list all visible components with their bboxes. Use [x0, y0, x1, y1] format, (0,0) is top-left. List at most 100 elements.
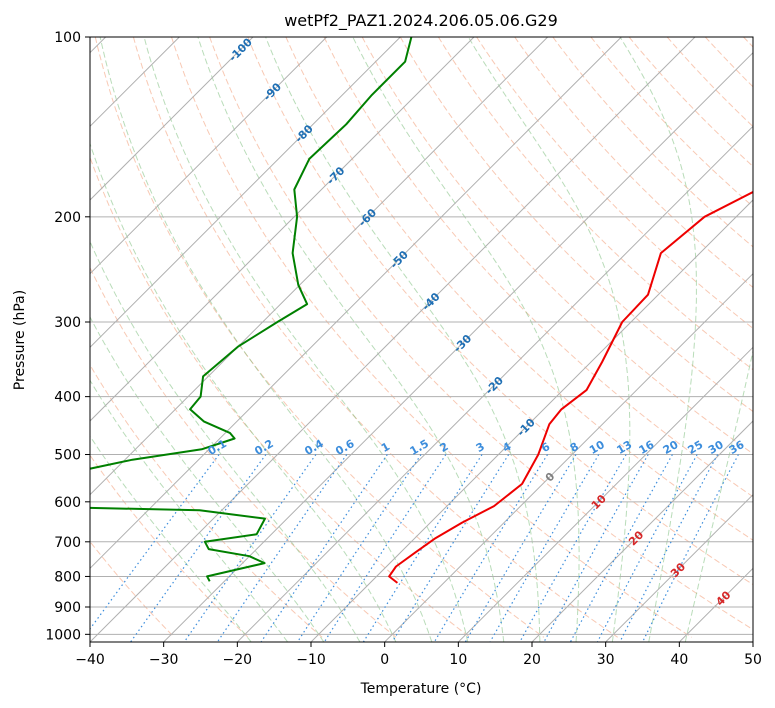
dry-adiabat — [285, 37, 753, 541]
plot-series — [90, 37, 753, 584]
mixing-ratio-line — [596, 454, 698, 642]
isotherm-line — [678, 567, 753, 642]
mixing-ratio-line — [519, 454, 627, 642]
dry-adiabat — [323, 37, 753, 498]
isotherm-line — [90, 37, 401, 349]
dry-adiabat — [247, 37, 753, 586]
isotherm-label: -40 — [419, 290, 442, 313]
moist-adiabat — [90, 435, 252, 642]
moist-adiabat — [352, 37, 580, 642]
dry-adiabat — [171, 37, 692, 638]
isotherm-line — [384, 272, 753, 642]
x-tick-label: 30 — [597, 652, 615, 668]
dry-adiabat — [90, 266, 397, 638]
plot-frame — [89, 36, 754, 643]
moist-adiabat — [684, 348, 753, 642]
isotherm-line — [531, 420, 753, 642]
isotherm-line — [752, 641, 753, 642]
x-tick-label: 50 — [744, 652, 762, 668]
isotherm-label: -90 — [261, 80, 284, 103]
moist-adiabat — [467, 37, 631, 642]
dry-adiabat — [590, 37, 753, 208]
mixing-ratio-line — [569, 454, 673, 642]
y-tick-label: 400 — [54, 390, 81, 406]
isotherm-label: 30 — [668, 560, 688, 580]
mixing-ratio-line — [433, 454, 549, 642]
mixing-ratio-line — [619, 454, 719, 642]
isotherm-line — [90, 37, 696, 642]
y-tick-label: 700 — [54, 535, 81, 551]
mixing-ratio-line — [362, 454, 483, 642]
mixing-ratio-line — [489, 454, 600, 642]
axis-ticks: −40 −30 −20 −10 0 10 20 30 40 50 100 200 300 400 500 60… — [45, 30, 762, 668]
mixing-ratio-line — [296, 454, 422, 642]
mixing-ratio-label: 4 — [500, 440, 513, 455]
x-tick-label: −30 — [149, 652, 179, 668]
dry-adiabat — [90, 155, 471, 638]
dry-adiabat — [209, 37, 753, 631]
dry-adiabat — [552, 37, 753, 248]
mixing-ratio-line — [130, 454, 267, 642]
moist-adiabat — [619, 37, 697, 642]
x-tick-label: −40 — [75, 652, 105, 668]
x-tick-label: 40 — [670, 652, 688, 668]
dry-adiabat — [628, 37, 753, 168]
mixing-ratio-label: 6 — [539, 440, 552, 455]
moist-adiabat — [143, 37, 469, 642]
dry-adiabat — [132, 37, 618, 638]
moist-adiabat — [90, 142, 397, 642]
mixing-ratio-line — [90, 454, 220, 630]
x-tick-label: 0 — [380, 652, 389, 668]
isotherm-line — [605, 493, 753, 642]
x-axis-label: Temperature (°C) — [360, 681, 482, 697]
y-tick-label: 300 — [54, 315, 81, 331]
y-tick-label: 800 — [54, 569, 81, 585]
x-tick-label: −10 — [296, 652, 326, 668]
y-axis-label: Pressure (hPa) — [12, 290, 28, 390]
x-tick-label: 10 — [449, 652, 467, 668]
mixing-ratio-line — [543, 454, 649, 642]
isotherm-line — [163, 51, 753, 642]
moist-adiabat — [90, 379, 289, 642]
temperature-profile-line — [388, 190, 753, 584]
isotherm-line — [90, 37, 549, 496]
mixing-ratio-label: 2 — [438, 440, 451, 455]
y-tick-label: 1000 — [45, 627, 81, 643]
dry-adiabat — [704, 37, 753, 88]
isotherm-line — [457, 346, 753, 642]
mixing-ratio-line — [323, 454, 447, 642]
mixing-ratio-line — [391, 454, 510, 642]
y-tick-label: 100 — [54, 30, 81, 46]
dry-adiabat — [437, 37, 753, 371]
x-tick-label: 20 — [523, 652, 541, 668]
mixing-ratio-line — [216, 454, 348, 642]
chart-title: wetPf2_PAZ1.2024.206.05.06.G29 — [284, 11, 558, 31]
mixing-ratio-line — [464, 454, 577, 642]
isotherm-line — [90, 37, 254, 201]
isotherm-line — [90, 37, 622, 570]
isotherm-label: -30 — [451, 332, 474, 355]
mixing-ratio-line — [642, 454, 739, 642]
mixing-ratio-line — [260, 454, 388, 642]
isotherm-line — [236, 125, 753, 642]
dewpoint-profile-line — [90, 37, 413, 582]
isotherm-line — [90, 37, 475, 422]
dry-adiabat — [361, 37, 753, 455]
dry-adiabat — [666, 37, 753, 128]
mixing-ratio-label: 3 — [474, 440, 487, 455]
y-tick-label: 200 — [54, 210, 81, 226]
y-tick-label: 600 — [54, 495, 81, 511]
moist-adiabat — [99, 37, 433, 642]
x-tick-label: −20 — [223, 652, 253, 668]
dry-adiabat — [399, 37, 753, 413]
dry-adiabat — [90, 363, 323, 638]
dry-adiabat — [90, 454, 249, 638]
isotherm-line — [90, 37, 328, 275]
moist-adiabat — [265, 37, 541, 642]
plot-grid — [90, 37, 753, 642]
dry-adiabat — [476, 37, 753, 329]
y-tick-label: 900 — [54, 600, 81, 616]
dry-adiabat — [94, 37, 545, 638]
dry-adiabat — [743, 37, 753, 48]
